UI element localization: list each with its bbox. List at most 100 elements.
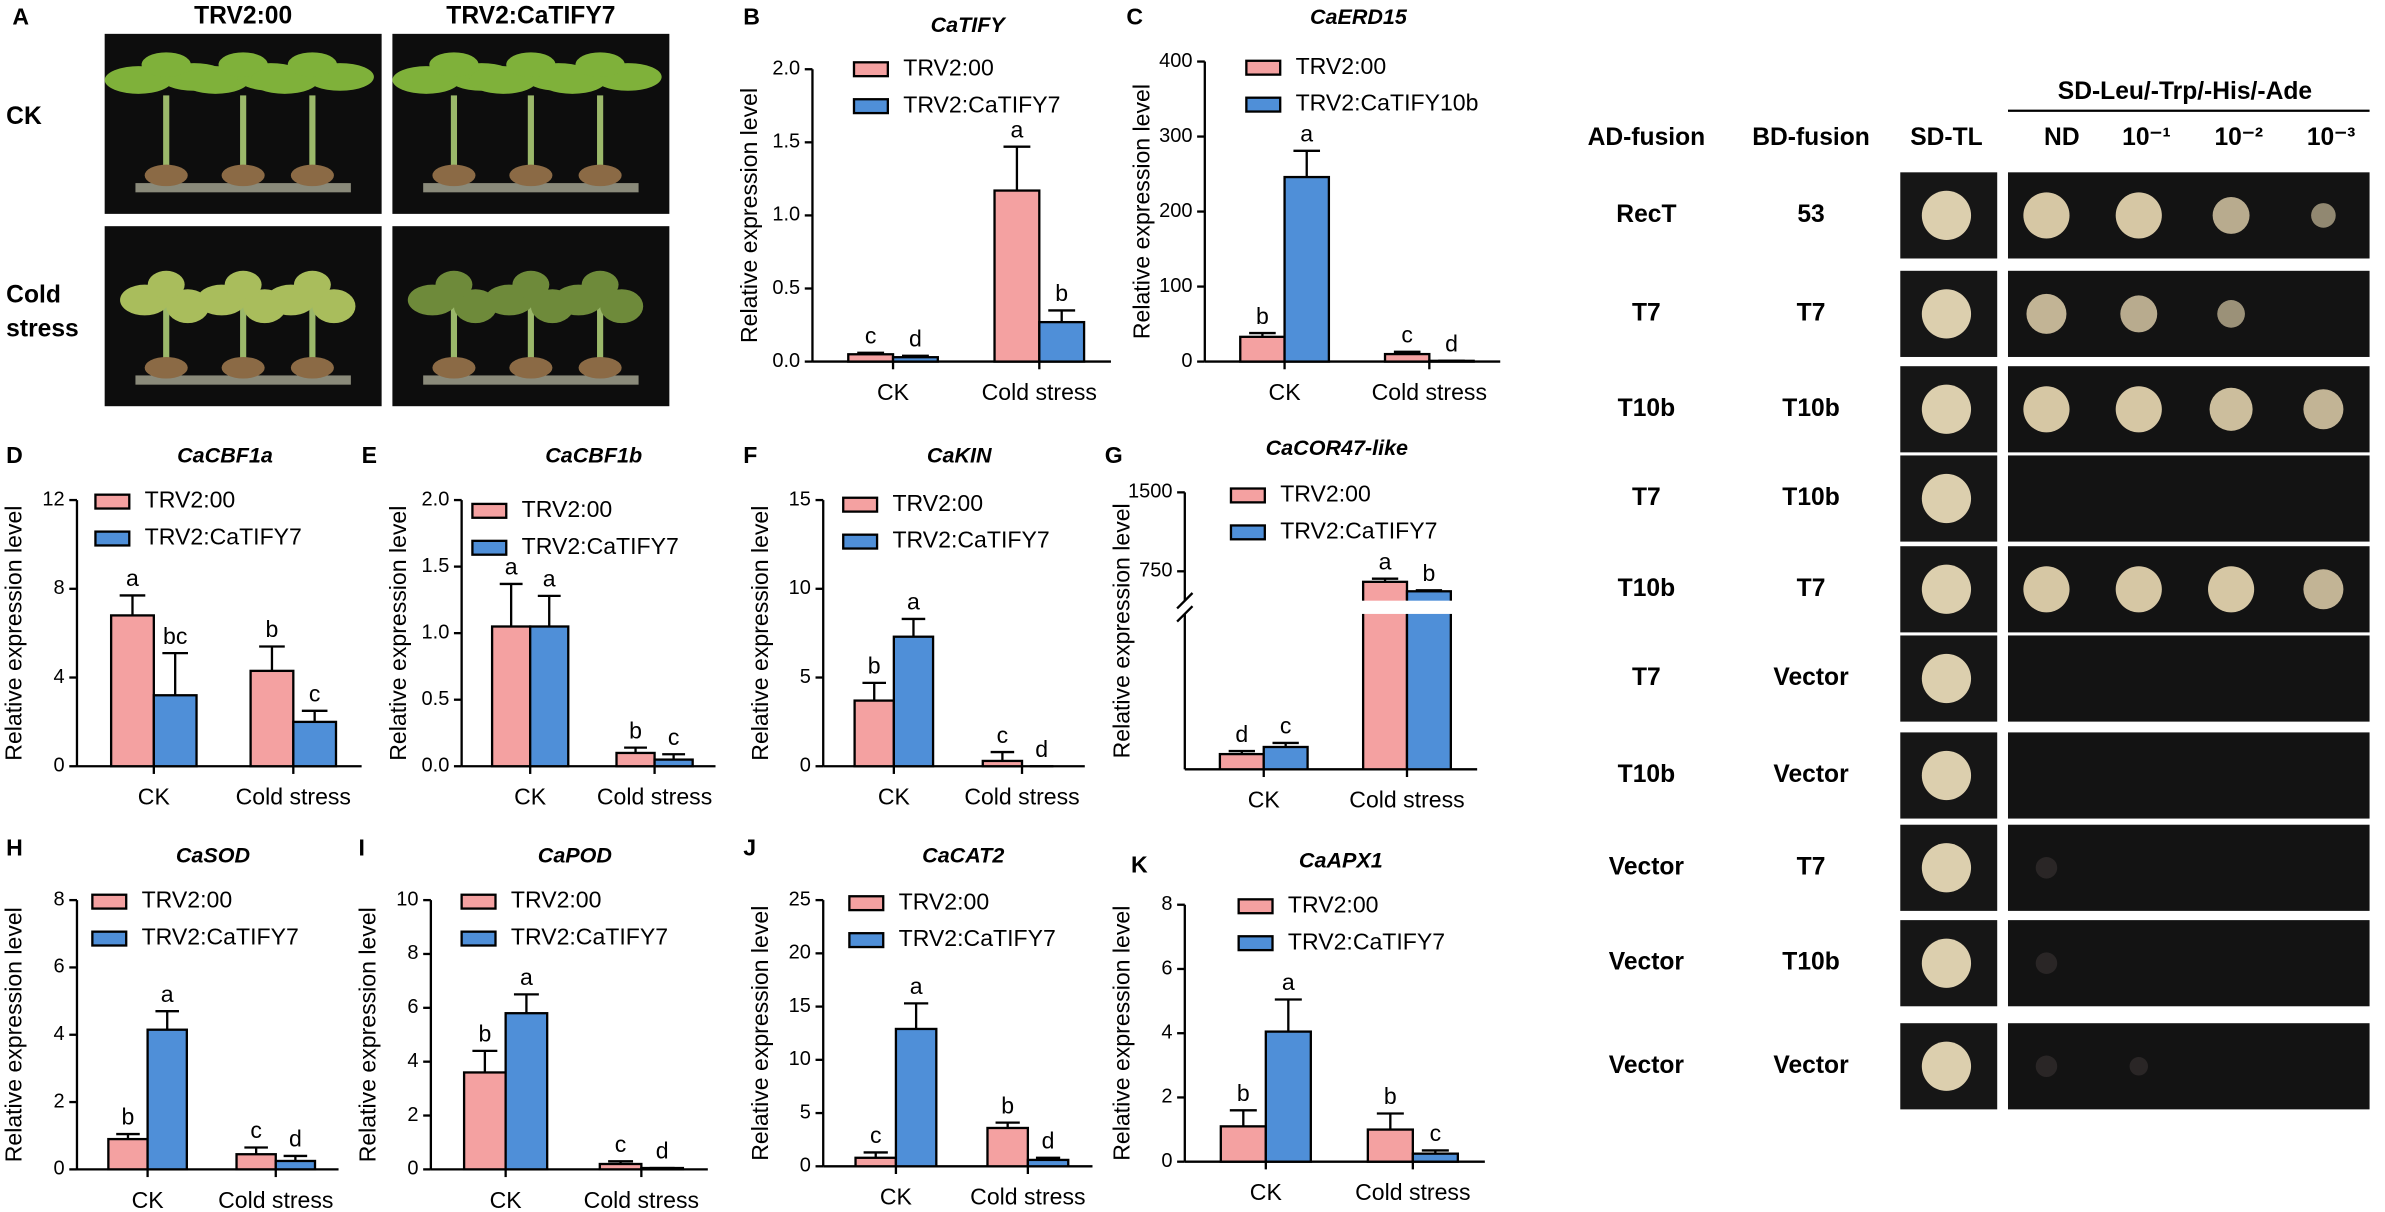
fusion-label: Vector xyxy=(1609,853,1685,880)
legend-label: TRV2:00 xyxy=(522,496,613,522)
column-header: 10⁻³ xyxy=(2307,124,2356,151)
legend-swatch xyxy=(471,539,508,556)
y-tick-label: 200 xyxy=(1159,200,1192,222)
legend-label: TRV2:00 xyxy=(1296,53,1387,79)
pot xyxy=(578,356,622,379)
bar xyxy=(146,1028,188,1171)
plate xyxy=(2007,824,2370,911)
bar xyxy=(894,1027,938,1168)
scale-bar xyxy=(673,315,679,396)
colony xyxy=(2208,566,2255,613)
error-bar xyxy=(904,1002,929,1029)
significance-letter: a xyxy=(505,554,518,580)
significance-letter: d xyxy=(289,1126,302,1152)
y-tick-label: 0 xyxy=(1161,1150,1172,1172)
legend-swatch xyxy=(460,893,497,910)
significance-letter: c xyxy=(1430,1120,1442,1146)
colony xyxy=(2303,569,2344,610)
bar xyxy=(853,699,896,768)
chart-title: CaCAT2 xyxy=(922,844,1004,868)
fusion-label: T7 xyxy=(1797,853,1826,880)
y-tick-label: 6 xyxy=(1161,957,1172,979)
legend-swatch xyxy=(852,61,889,78)
y-tick-label: 1.0 xyxy=(422,621,450,643)
legend-label: TRV2:CaTIFY10b xyxy=(1296,90,1479,116)
y-tick-label: 2.0 xyxy=(422,488,450,510)
fusion-label: T7 xyxy=(1632,299,1661,326)
error-bar xyxy=(259,645,285,671)
bar xyxy=(598,1162,643,1171)
significance-letter: b xyxy=(122,1104,135,1130)
bar xyxy=(235,1153,277,1171)
stem xyxy=(597,287,604,376)
significance-letter: b xyxy=(478,1021,491,1047)
y-axis-label: Relative expression level xyxy=(1108,906,1134,1161)
significance-letter: c xyxy=(870,1122,882,1148)
colony xyxy=(2115,566,2162,613)
bar xyxy=(1405,590,1452,771)
significance-letter: a xyxy=(520,964,533,990)
error-bar xyxy=(1371,577,1399,582)
colony xyxy=(2023,192,2070,239)
colony xyxy=(2212,196,2250,234)
y-tick-label: 10 xyxy=(396,888,418,910)
bar xyxy=(462,1071,507,1171)
leaf xyxy=(506,52,556,77)
error-bar xyxy=(499,582,523,627)
stem xyxy=(309,287,316,376)
bar xyxy=(109,614,155,768)
x-tick-label: Cold stress xyxy=(584,1187,699,1212)
error-bar xyxy=(1274,998,1302,1032)
error-bar xyxy=(1249,331,1276,337)
leaf xyxy=(581,270,619,299)
x-tick-label: Cold stress xyxy=(1349,787,1464,813)
error-bar xyxy=(1035,1156,1061,1160)
leaf xyxy=(141,52,191,77)
x-tick-label: Cold stress xyxy=(982,379,1097,405)
plate xyxy=(2007,270,2370,357)
significance-letter: a xyxy=(1282,969,1295,995)
fusion-label: RecT xyxy=(1616,201,1676,228)
chart-title: CaERD15 xyxy=(1310,5,1408,29)
leaf xyxy=(218,52,268,77)
bar xyxy=(1026,1158,1070,1168)
significance-letter: c xyxy=(250,1117,262,1143)
legend-label: TRV2:CaTIFY7 xyxy=(903,91,1060,117)
significance-letter: c xyxy=(309,681,321,707)
stem xyxy=(450,95,458,184)
error-bar xyxy=(472,1049,498,1073)
colony xyxy=(1921,384,1972,434)
column-header: TRV2:00 xyxy=(194,2,292,29)
leaf xyxy=(575,52,625,77)
pot xyxy=(144,164,188,187)
fusion-label: T7 xyxy=(1632,484,1661,511)
error-bar xyxy=(1421,1149,1449,1154)
y-axis-label: Relative expression level xyxy=(385,506,411,761)
chart-title: CaSOD xyxy=(176,844,250,868)
y-axis-label: Relative expression level xyxy=(747,906,773,1161)
column-header: TRV2:CaTIFY7 xyxy=(446,2,615,29)
y-axis-label: Relative expression level xyxy=(747,506,773,761)
bar xyxy=(249,669,295,768)
x-tick-label: CK xyxy=(1250,1179,1283,1205)
legend-swatch xyxy=(460,930,497,947)
pot xyxy=(221,164,265,187)
error-bar xyxy=(862,681,886,701)
colony xyxy=(2209,387,2253,431)
leaf xyxy=(224,270,262,299)
colony xyxy=(1921,190,1972,241)
y-tick-label: 0 xyxy=(54,755,65,777)
stem xyxy=(163,95,170,184)
y-tick-label: 300 xyxy=(1159,125,1192,147)
leaf xyxy=(147,270,185,299)
significance-letter: d xyxy=(1235,721,1248,747)
y-tick-label: 0 xyxy=(1181,350,1192,372)
plate xyxy=(2007,732,2370,819)
fusion-label: 53 xyxy=(1797,201,1824,228)
x-tick-label: CK xyxy=(878,784,911,810)
legend-label: TRV2:00 xyxy=(1280,481,1371,507)
error-bar xyxy=(162,651,188,696)
legend-label: TRV2:00 xyxy=(899,888,990,914)
pot xyxy=(290,356,334,379)
significance-letter: a xyxy=(161,981,174,1007)
